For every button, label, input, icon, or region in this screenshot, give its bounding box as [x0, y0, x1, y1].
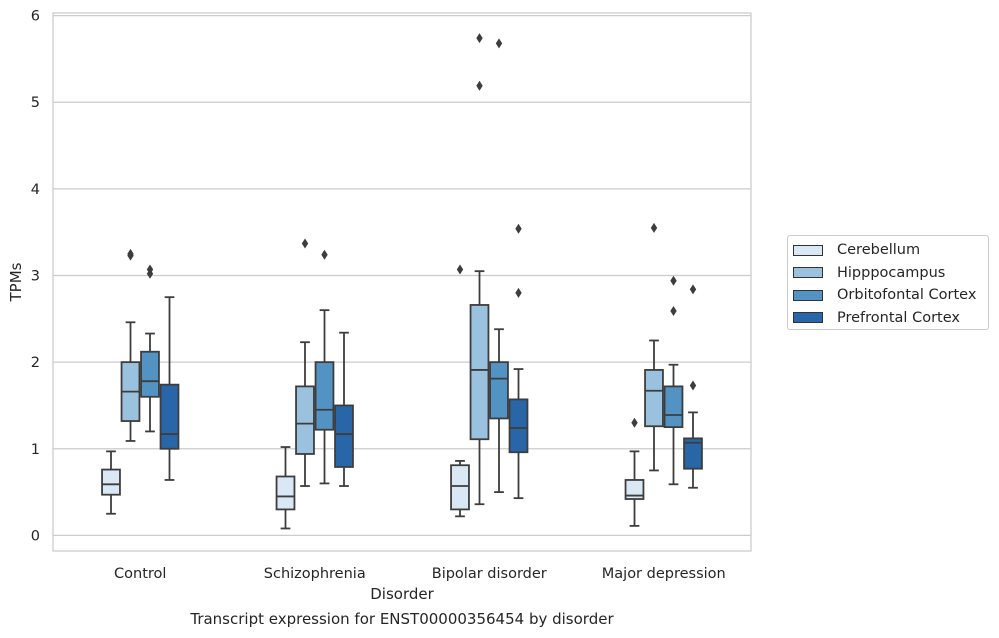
outlier-marker: [495, 38, 503, 49]
legend-swatch: [793, 267, 823, 279]
box-plot-prefrontal-cortex: [683, 284, 703, 489]
legend-label: Prefrontal Cortex: [837, 309, 960, 326]
box: [275, 475, 296, 511]
box-plot-cerebellum: [450, 264, 470, 518]
legend-item: Hipppocampus: [793, 262, 988, 285]
y-tick-label: 5: [31, 95, 40, 111]
outlier-marker: [476, 80, 483, 91]
box: [644, 369, 664, 428]
y-axis-label: TPMs: [7, 262, 25, 302]
outlier-marker: [456, 264, 464, 275]
outlier-marker: [689, 380, 697, 391]
box: [314, 361, 335, 431]
outlier-marker: [146, 264, 154, 275]
legend-item: Cerebellum: [793, 239, 988, 262]
box-plot-hipppocampus: [295, 238, 315, 487]
figure-caption: Transcript expression for ENST0000035645…: [190, 610, 614, 628]
legend-label: Orbitofontal Cortex: [837, 287, 977, 304]
box-plot-cerebellum: [275, 446, 296, 530]
box-plot-prefrontal-cortex: [159, 296, 180, 481]
box-plot-prefrontal-cortex: [334, 331, 354, 487]
y-tick-label: 3: [31, 269, 40, 285]
legend-item: Orbitofontal Cortex: [793, 284, 988, 307]
outlier-marker: [689, 284, 697, 295]
legend-swatch: [793, 312, 823, 324]
outlier-marker: [631, 417, 638, 428]
box: [450, 464, 470, 511]
box-plot-orbitofontal-cortex: [140, 264, 160, 433]
x-axis-label: Disorder: [370, 585, 434, 603]
y-tick-labels: 0 1 2 3 4 5 6: [31, 9, 40, 545]
box: [469, 304, 490, 441]
box-plot-orbitofontal-cortex: [663, 275, 684, 486]
outlier-marker: [650, 222, 658, 233]
y-tick-label: 2: [31, 355, 40, 371]
outlier-marker: [476, 33, 483, 44]
x-tick-label: Bipolar disorder: [432, 566, 547, 582]
box-plot-orbitofontal-cortex: [489, 38, 509, 493]
plot-area: [52, 12, 752, 552]
outlier-marker: [515, 223, 522, 234]
box-plot-prefrontal-cortex: [508, 223, 529, 500]
outlier-marker: [515, 287, 522, 298]
y-tick-label: 6: [31, 9, 40, 25]
box: [334, 404, 354, 468]
box-groups: [101, 33, 703, 530]
y-tick-label: 4: [31, 182, 40, 198]
legend-swatch: [793, 244, 823, 256]
box: [489, 361, 509, 420]
legend: Cerebellum Hipppocampus Orbitofontal Cor…: [787, 235, 989, 330]
x-tick-labels: Control Schizophrenia Bipolar disorder Majo…: [114, 566, 726, 582]
legend-item: Prefrontal Cortex: [793, 307, 988, 330]
x-tick-label: Major depression: [602, 566, 726, 582]
x-tick-label: Schizophrenia: [264, 566, 366, 582]
outlier-marker: [301, 238, 309, 249]
y-tick-label: 0: [31, 528, 40, 544]
box-plot-hipppocampus: [644, 222, 664, 472]
outlier-marker: [127, 248, 134, 259]
box-plot-cerebellum: [101, 450, 121, 515]
box-plot-hipppocampus: [469, 33, 490, 506]
x-tick-label: Control: [114, 566, 166, 582]
box: [663, 385, 684, 429]
box: [101, 468, 121, 496]
outlier-marker: [670, 306, 677, 317]
box: [295, 385, 315, 455]
box-plot-hipppocampus: [120, 248, 141, 442]
box: [159, 383, 180, 450]
box-plot-orbitofontal-cortex: [314, 249, 335, 485]
box-plot-cerebellum: [624, 417, 645, 527]
box: [624, 479, 645, 500]
box: [508, 398, 529, 454]
legend-swatch: [793, 289, 823, 301]
y-tick-label: 1: [31, 442, 40, 458]
outlier-marker: [670, 275, 677, 286]
outlier-marker: [321, 249, 328, 260]
box: [683, 437, 703, 470]
legend-label: Cerebellum: [837, 242, 921, 259]
legend-label: Hipppocampus: [837, 264, 946, 281]
box: [140, 350, 160, 398]
